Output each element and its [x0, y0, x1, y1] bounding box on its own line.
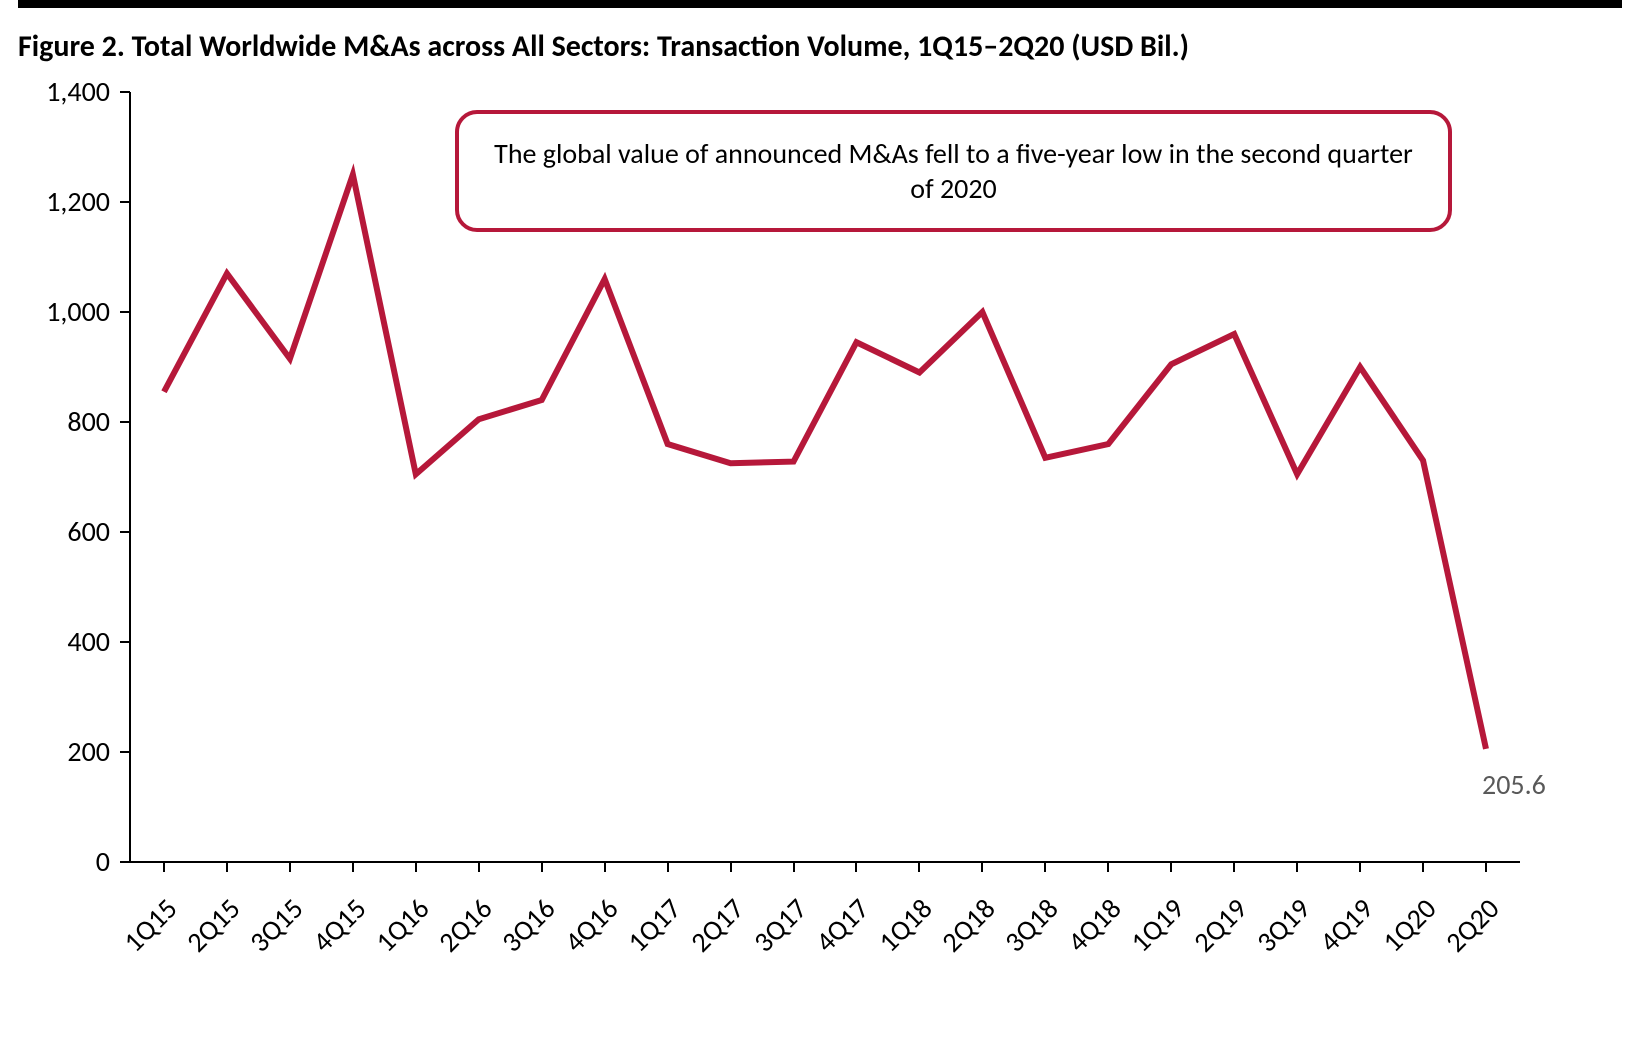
- x-tick: [1359, 862, 1361, 872]
- y-tick-label: 1,400: [10, 74, 110, 109]
- y-tick-label: 1,000: [10, 294, 110, 329]
- x-tick: [226, 862, 228, 872]
- top-rule: [18, 0, 1622, 8]
- y-tick-label: 200: [10, 734, 110, 769]
- last-point-label: 205.6: [1482, 767, 1546, 802]
- x-tick: [1422, 862, 1424, 872]
- chart-area: 02004006008001,0001,2001,4001Q152Q153Q15…: [130, 92, 1520, 862]
- y-tick-label: 0: [10, 844, 110, 879]
- figure-container: Figure 2. Total Worldwide M&As across Al…: [0, 0, 1647, 1013]
- x-tick: [1233, 862, 1235, 872]
- y-tick-label: 800: [10, 404, 110, 439]
- y-tick: [120, 201, 130, 203]
- x-tick: [667, 862, 669, 872]
- x-tick: [541, 862, 543, 872]
- x-tick: [289, 862, 291, 872]
- x-tick: [918, 862, 920, 872]
- x-tick: [793, 862, 795, 872]
- x-tick: [352, 862, 354, 872]
- y-tick: [120, 91, 130, 93]
- x-tick: [604, 862, 606, 872]
- x-tick: [1107, 862, 1109, 872]
- callout-annotation: The global value of announced M&As fell …: [455, 110, 1452, 232]
- x-tick: [855, 862, 857, 872]
- x-tick: [1170, 862, 1172, 872]
- y-tick-label: 600: [10, 514, 110, 549]
- x-tick: [415, 862, 417, 872]
- x-tick: [478, 862, 480, 872]
- y-tick: [120, 531, 130, 533]
- y-tick: [120, 311, 130, 313]
- y-tick-label: 1,200: [10, 184, 110, 219]
- y-tick-label: 400: [10, 624, 110, 659]
- y-tick: [120, 421, 130, 423]
- x-tick: [730, 862, 732, 872]
- y-tick: [120, 861, 130, 863]
- y-tick: [120, 751, 130, 753]
- y-tick: [120, 641, 130, 643]
- x-tick: [1296, 862, 1298, 872]
- x-tick: [1044, 862, 1046, 872]
- x-tick: [1485, 862, 1487, 872]
- figure-title: Figure 2. Total Worldwide M&As across Al…: [18, 28, 1189, 65]
- x-tick: [981, 862, 983, 872]
- x-tick: [163, 862, 165, 872]
